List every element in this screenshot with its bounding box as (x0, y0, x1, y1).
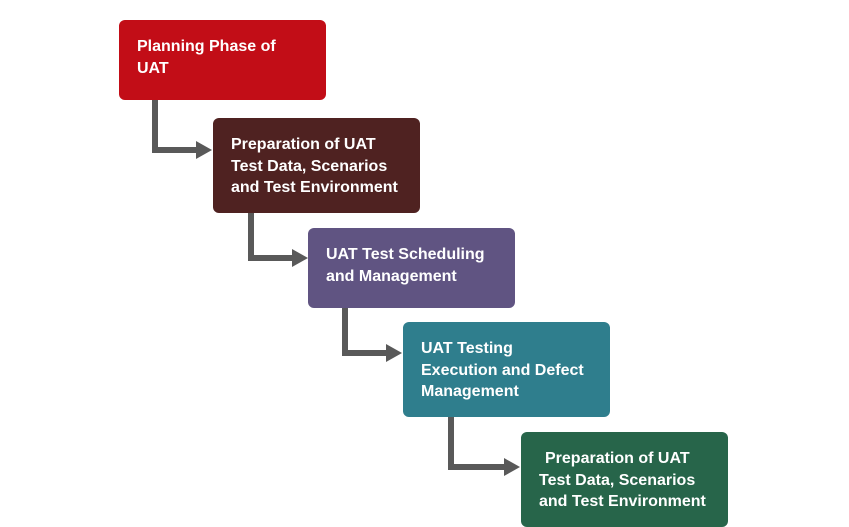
flow-step-4-label: UAT Testing Execution and Defect Managem… (421, 340, 584, 400)
flow-step-5: Preparation of UAT Test Data, Scenarios … (521, 432, 728, 527)
arrow-3-4 (330, 308, 410, 368)
arrow-1-2 (140, 100, 220, 170)
flow-step-2: Preparation of UAT Test Data, Scenarios … (213, 118, 420, 213)
flow-step-3-label: UAT Test Scheduling and Management (326, 246, 485, 285)
flow-step-3: UAT Test Scheduling and Management (308, 228, 515, 308)
flow-step-5-label: Preparation of UAT Test Data, Scenarios … (539, 448, 710, 513)
flow-step-2-label: Preparation of UAT Test Data, Scenarios … (231, 136, 398, 196)
arrow-4-5 (436, 417, 528, 482)
flow-step-1-label: Planning Phase of UAT (137, 38, 276, 77)
arrow-2-3 (236, 213, 316, 273)
flow-step-4: UAT Testing Execution and Defect Managem… (403, 322, 610, 417)
flow-step-1: Planning Phase of UAT (119, 20, 326, 100)
